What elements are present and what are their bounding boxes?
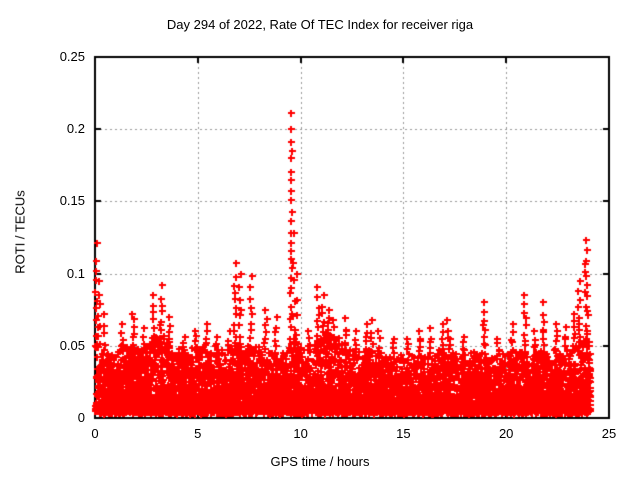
x-tick-label: 25 (601, 426, 617, 441)
y-tick-label: 0.15 (59, 193, 85, 209)
x-axis-label: GPS time / hours (270, 454, 370, 469)
x-tick-label: 20 (498, 426, 514, 441)
y-tick-label: 0.2 (66, 121, 85, 137)
y-tick-label: 0.1 (66, 265, 85, 281)
y-tick-label: 0 (77, 410, 85, 425)
x-tick-label: 0 (91, 426, 99, 441)
chart-title: Day 294 of 2022, Rate Of TEC Index for r… (166, 17, 474, 32)
x-tick-label: 5 (194, 426, 202, 441)
y-tick-label: 0.25 (59, 49, 85, 64)
y-tick-label: 0.05 (59, 337, 85, 353)
x-tick-label: 15 (396, 426, 411, 441)
x-tick-label: 10 (293, 426, 308, 441)
